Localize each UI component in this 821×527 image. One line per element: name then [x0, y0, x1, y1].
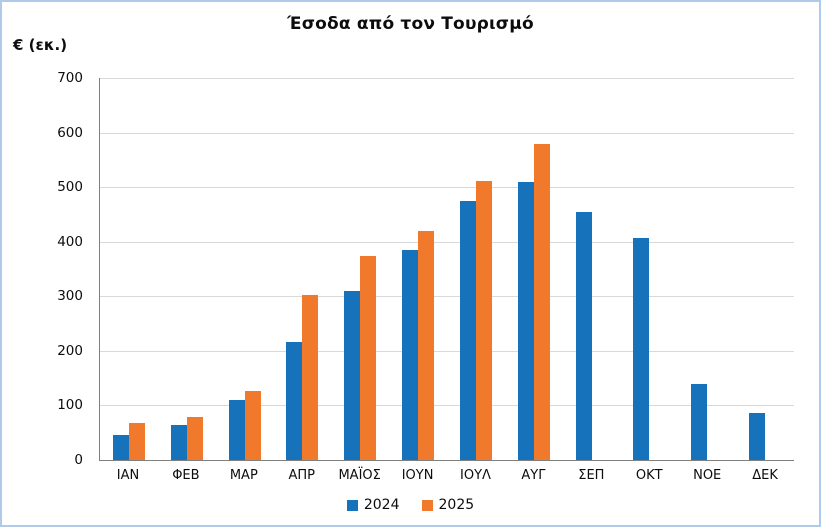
legend-swatch-2025	[421, 499, 433, 511]
legend: 2024 2025	[2, 497, 819, 513]
bar-group-ΔΕΚ	[736, 78, 794, 460]
y-tick-label-200: 200	[57, 342, 83, 359]
gridline-100	[100, 405, 794, 407]
gridline-600	[100, 132, 794, 134]
x-axis-label-ΟΚΤ: ΟΚΤ	[635, 468, 663, 483]
bar-group-ΣΕΠ	[563, 78, 621, 460]
bar-group-ΑΥΓ	[505, 78, 563, 460]
bar-2025-ΜΑΪΟΣ	[360, 256, 377, 460]
bar-group-ΙΟΥΝ	[389, 78, 447, 460]
x-axis-label-ΔΕΚ: ΔΕΚ	[752, 468, 778, 483]
chart-title: Έσοδα από τον Τουρισμό	[287, 14, 534, 34]
bar-2024-ΑΠΡ	[286, 341, 303, 460]
legend-label-2024: 2024	[363, 497, 400, 513]
bar-2025-ΙΑΝ	[128, 422, 145, 460]
legend-item-2025: 2025	[421, 497, 475, 513]
gridline-400	[100, 241, 794, 243]
x-axis-label-ΑΠΡ: ΑΠΡ	[288, 468, 315, 483]
x-axis-label-ΙΟΥΝ: ΙΟΥΝ	[401, 468, 434, 483]
bar-2025-ΦΕΒ	[186, 416, 203, 460]
bar-2024-ΙΟΥΝ	[402, 250, 419, 460]
bar-2024-ΝΟΕ	[691, 384, 708, 460]
bars-layer	[100, 78, 794, 460]
bar-2024-ΜΑΡ	[228, 399, 245, 460]
bar-2025-ΙΟΥΝ	[418, 230, 435, 460]
bar-2025-ΑΥΓ	[533, 143, 550, 460]
gridline-500	[100, 187, 794, 189]
x-axis-label-ΙΟΥΛ: ΙΟΥΛ	[460, 468, 491, 483]
bar-2025-ΑΠΡ	[302, 294, 319, 460]
gridline-700	[100, 78, 794, 79]
y-tick-label-600: 600	[57, 124, 83, 141]
bar-2024-ΑΥΓ	[517, 181, 534, 460]
bar-2024-ΙΑΝ	[112, 435, 129, 460]
plot-area	[99, 78, 794, 461]
bar-group-ΟΚΤ	[620, 78, 678, 460]
bar-group-ΙΑΝ	[100, 78, 158, 460]
x-axis-label-ΜΑΪΟΣ: ΜΑΪΟΣ	[338, 468, 381, 483]
bar-2025-ΙΟΥΛ	[475, 180, 492, 460]
bar-2024-ΙΟΥΛ	[459, 200, 476, 460]
gridline-200	[100, 350, 794, 352]
bar-2024-ΟΚΤ	[633, 237, 650, 460]
y-tick-label-100: 100	[57, 397, 83, 414]
x-axis-label-ΝΟΕ: ΝΟΕ	[693, 468, 722, 483]
y-tick-label-500: 500	[57, 179, 83, 196]
x-axis-label-ΜΑΡ: ΜΑΡ	[229, 468, 258, 483]
y-axis-unit-label: € (εκ.)	[13, 36, 68, 54]
bar-2024-ΜΑΪΟΣ	[344, 290, 361, 460]
x-axis-label-ΣΕΠ: ΣΕΠ	[578, 468, 605, 483]
y-tick-label-0: 0	[74, 452, 83, 468]
legend-swatch-2024	[346, 499, 358, 511]
x-axis-label-ΙΑΝ: ΙΑΝ	[116, 468, 140, 483]
y-tick-label-400: 400	[57, 233, 83, 250]
y-tick-label-300: 300	[57, 288, 83, 305]
x-axis-labels: ΙΑΝ ΦΕΒ ΜΑΡ ΑΠΡ ΜΑΪΟΣ ΙΟΥΝ ΙΟΥΛ ΑΥΓ ΣΕΠ ΟΚΤ ΝΟΕ ΔΕΚ	[99, 468, 794, 483]
y-axis-tick-labels: 0 100 200 300 400 500 600 700	[2, 70, 91, 468]
x-axis-label-ΑΥΓ: ΑΥΓ	[521, 468, 546, 483]
legend-item-2024: 2024	[346, 497, 400, 513]
bar-group-ΝΟΕ	[678, 78, 736, 460]
bar-group-ΑΠΡ	[273, 78, 331, 460]
gridline-300	[100, 296, 794, 298]
bar-group-ΙΟΥΛ	[447, 78, 505, 460]
bar-group-ΦΕΒ	[158, 78, 216, 460]
y-tick-label-700: 700	[57, 70, 83, 86]
bar-2024-ΦΕΒ	[170, 425, 187, 460]
x-axis-label-ΦΕΒ: ΦΕΒ	[172, 468, 200, 483]
bar-2024-ΔΕΚ	[749, 413, 766, 460]
bar-2024-ΣΕΠ	[575, 211, 592, 460]
bar-group-ΜΑΪΟΣ	[331, 78, 389, 460]
bar-group-ΜΑΡ	[216, 78, 274, 460]
bar-2025-ΜΑΡ	[244, 390, 261, 460]
legend-label-2025: 2025	[438, 497, 475, 513]
